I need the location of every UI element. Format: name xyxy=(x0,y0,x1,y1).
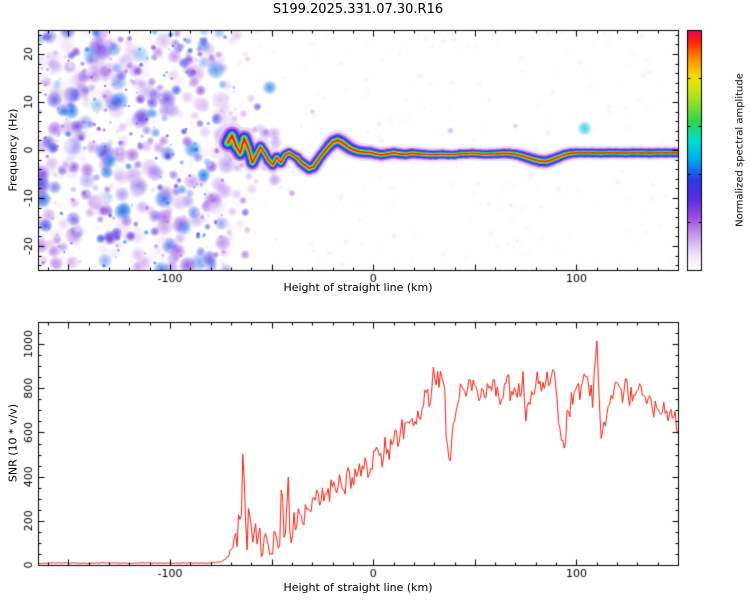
figure-title: S199.2025.331.07.30.R16 xyxy=(272,2,444,17)
spectrogram-ylabel: Frequency (Hz) xyxy=(6,108,20,192)
snr-ylabel: SNR (10 * v/v) xyxy=(6,403,20,483)
snr-xlabel: Height of straight line (km) xyxy=(283,581,433,594)
spectrogram-xlabel: Height of straight line (km) xyxy=(283,281,433,294)
colorbar-label: Normalized spectral amplitude xyxy=(734,73,746,227)
